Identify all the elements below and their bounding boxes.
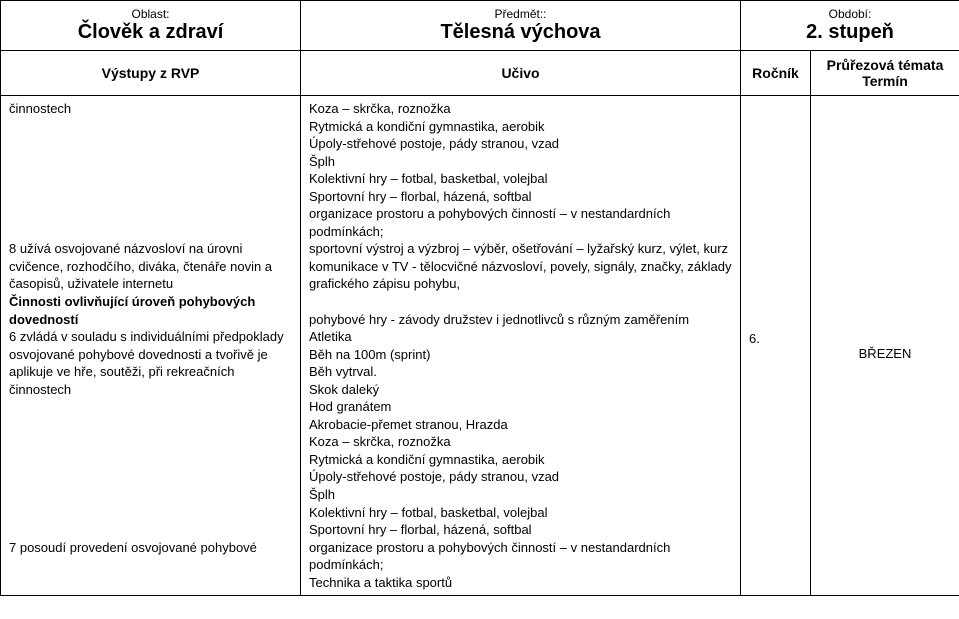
ucivo-line: Atletika xyxy=(309,328,732,346)
predmet-value: Tělesná výchova xyxy=(309,21,732,44)
ucivo-line: Sportovní hry – florbal, házená, softbal xyxy=(309,188,732,206)
oblast-value: Člověk a zdraví xyxy=(9,21,292,44)
rocnik-cell: 6. xyxy=(741,96,811,596)
vystupy-line: 6 zvládá v souladu s individuálními před… xyxy=(9,328,292,398)
ucivo-line: Rytmická a kondiční gymnastika, aerobik xyxy=(309,118,732,136)
vystupy-line: činnostech xyxy=(9,100,292,118)
ucivo-line: Šplh xyxy=(309,153,732,171)
prurezova-value: BŘEZEN xyxy=(819,345,951,363)
ucivo-line: Kolektivní hry – fotbal, basketbal, vole… xyxy=(309,170,732,188)
ucivo-line: Šplh xyxy=(309,486,732,504)
ucivo-line: Kolektivní hry – fotbal, basketbal, vole… xyxy=(309,504,732,522)
obdobi-value: 2. stupeň xyxy=(749,21,951,44)
ucivo-line xyxy=(309,293,732,311)
header-oblast-cell: Oblast: Člověk a zdraví xyxy=(1,1,301,51)
ucivo-line: Akrobacie-přemet stranou, Hrazda xyxy=(309,416,732,434)
ucivo-line: Koza – skrčka, roznožka xyxy=(309,433,732,451)
vystupy-line: 7 posoudí provedení osvojované pohybové xyxy=(9,539,292,557)
ucivo-line: Technika a taktika sportů xyxy=(309,574,732,592)
ucivo-line: Sportovní hry – florbal, házená, softbal xyxy=(309,521,732,539)
ucivo-cell: Koza – skrčka, roznožkaRytmická a kondič… xyxy=(301,96,741,596)
col-header-ucivo: Učivo xyxy=(301,51,741,96)
ucivo-line: pohybové hry - závody družstev i jednotl… xyxy=(309,311,732,329)
ucivo-line: Běh vytrval. xyxy=(309,363,732,381)
vystupy-cell: činnostech 8 užívá osvojované názvosloví … xyxy=(1,96,301,596)
prurezova-cell: BŘEZEN xyxy=(811,96,959,596)
obdobi-label: Období: xyxy=(749,7,951,21)
ucivo-line: Úpoly-střehové postoje, pády stranou, vz… xyxy=(309,468,732,486)
ucivo-line: Koza – skrčka, roznožka xyxy=(309,100,732,118)
header-predmet-cell: Předmět:: Tělesná výchova xyxy=(301,1,741,51)
ucivo-line: Úpoly-střehové postoje, pády stranou, vz… xyxy=(309,135,732,153)
prurezova-line2: Termín xyxy=(819,73,951,89)
vystupy-line: Činnosti ovlivňující úroveň pohybových d… xyxy=(9,293,292,328)
ucivo-line: Běh na 100m (sprint) xyxy=(309,346,732,364)
ucivo-line: Skok daleký xyxy=(309,381,732,399)
ucivo-line: Rytmická a kondiční gymnastika, aerobik xyxy=(309,451,732,469)
col-header-vystupy: Výstupy z RVP xyxy=(1,51,301,96)
col-header-rocnik: Ročník xyxy=(741,51,811,96)
vystupy-line: 8 užívá osvojované názvosloví na úrovni … xyxy=(9,240,292,293)
ucivo-line: Hod granátem xyxy=(309,398,732,416)
predmet-label: Předmět:: xyxy=(309,7,732,21)
ucivo-line: organizace prostoru a pohybových činnost… xyxy=(309,539,732,574)
header-obdobi-cell: Období: 2. stupeň xyxy=(741,1,959,51)
ucivo-line: organizace prostoru a pohybových činnost… xyxy=(309,205,732,240)
oblast-label: Oblast: xyxy=(9,7,292,21)
ucivo-line: sportovní výstroj a výzbroj – výběr, oše… xyxy=(309,240,732,258)
col-header-prurezova: Průřezová témata Termín xyxy=(811,51,959,96)
ucivo-line: komunikace v TV - tělocvičné názvosloví,… xyxy=(309,258,732,293)
rocnik-value: 6. xyxy=(749,330,802,348)
prurezova-line1: Průřezová témata xyxy=(819,57,951,73)
